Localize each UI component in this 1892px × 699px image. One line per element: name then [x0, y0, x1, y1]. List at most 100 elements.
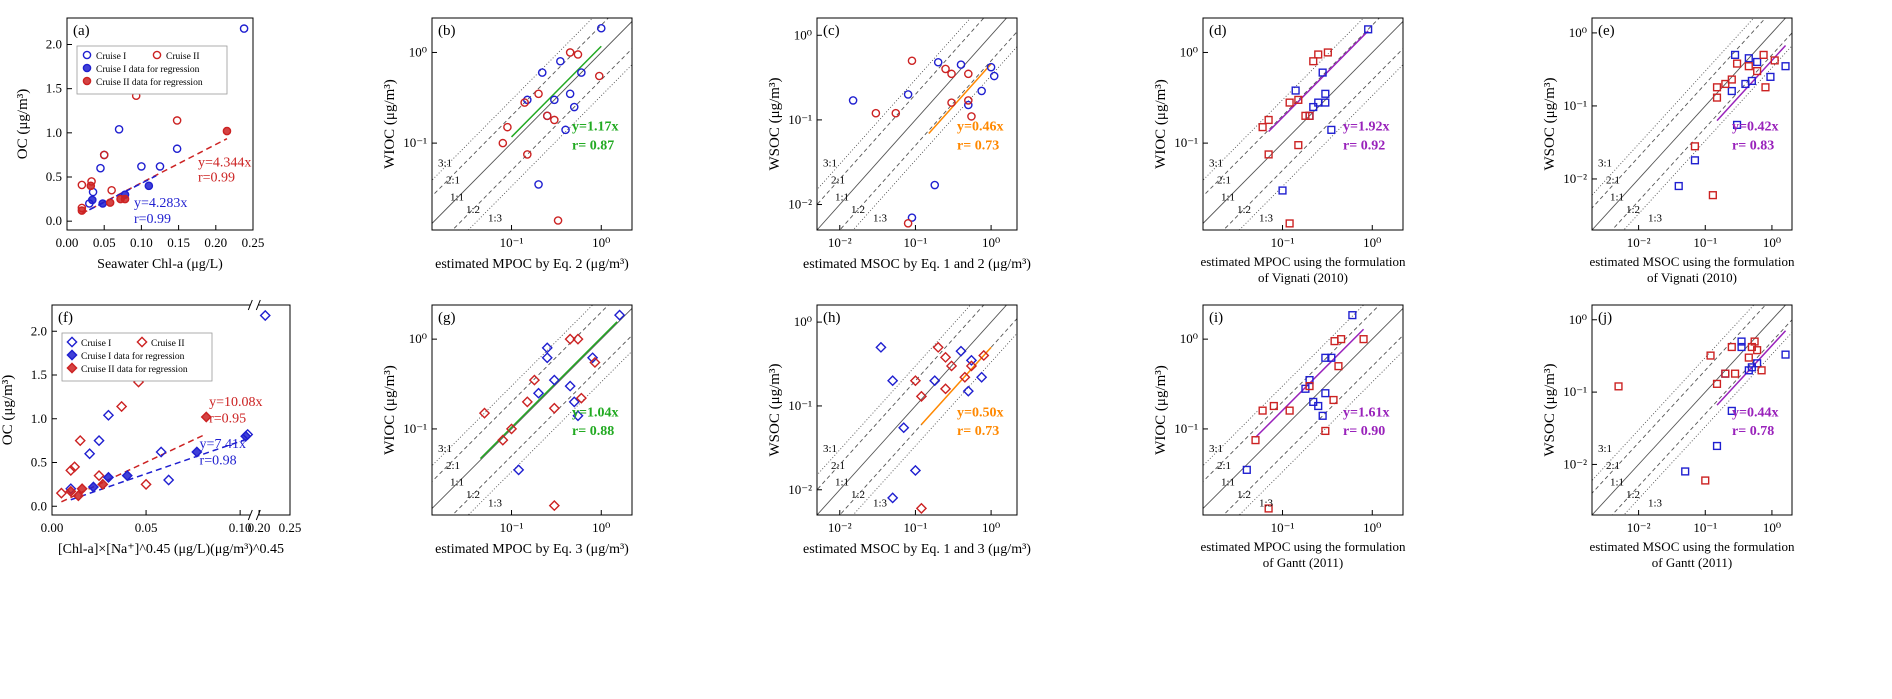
- data-point: [909, 464, 922, 477]
- data-point: [564, 380, 576, 392]
- x-axis-title: estimated MSOC using the formulation: [1589, 254, 1795, 269]
- data-point: [1305, 111, 1314, 120]
- x-tick-label: 10⁰: [1763, 520, 1781, 535]
- data-point: [967, 112, 976, 121]
- data-point: [1737, 342, 1746, 352]
- data-point: [1759, 50, 1768, 59]
- data-point: [907, 213, 917, 222]
- data-point: [155, 446, 167, 458]
- fit-annotation: y=0.42x: [1732, 119, 1778, 134]
- fit-annotation: y=0.46x: [957, 119, 1003, 134]
- panel-label: (e): [1598, 23, 1615, 39]
- data-point: [1614, 382, 1623, 391]
- legend-marker: [82, 63, 92, 73]
- data-point: [72, 490, 84, 502]
- y-tick-label: 0.0: [46, 213, 62, 228]
- x-axis-title: of Vignati (2010): [1647, 270, 1737, 285]
- x-tick-label: 0.25: [279, 520, 302, 535]
- reference-line-1: [1592, 305, 1767, 494]
- data-point: [572, 333, 584, 345]
- fit-annotation: r= 0.73: [957, 138, 999, 153]
- data-point: [1681, 467, 1690, 476]
- data-point: [200, 411, 212, 423]
- fit-annotation: y=10.08x: [209, 395, 262, 410]
- data-point: [121, 470, 133, 482]
- data-point: [1359, 335, 1368, 344]
- data-point: [65, 485, 77, 497]
- data-point: [1278, 186, 1287, 195]
- data-point: [1329, 395, 1338, 405]
- reference-line-label: 3:1: [1598, 157, 1612, 169]
- data-point: [65, 464, 77, 476]
- data-point: [77, 206, 87, 215]
- fit-annotation: y=1.92x: [1343, 119, 1389, 134]
- data-point: [120, 194, 130, 204]
- panel-a: 0.00 0.05 0.10 0.15 0.20 0.25 0.0 0.5 1.0 1.5 2.0 (…: [15, 17, 265, 272]
- y-axis-title: WIOC (μg/m³): [382, 365, 398, 455]
- legend-label: Cruise II: [151, 339, 185, 349]
- reference-line-label: 3:1: [823, 443, 837, 455]
- reference-line-2: [432, 307, 632, 510]
- data-point: [548, 500, 560, 512]
- data-point: [140, 478, 152, 490]
- legend-marker: [66, 349, 78, 361]
- y-tick-label: 10⁻¹: [1563, 384, 1587, 399]
- data-point: [191, 446, 203, 458]
- data-point: [1727, 75, 1736, 84]
- data-point: [240, 430, 252, 442]
- data-point: [1730, 369, 1740, 378]
- reference-line-label: 1:2: [1626, 489, 1640, 501]
- data-point: [568, 396, 580, 408]
- reference-line-label: 3:1: [438, 443, 452, 455]
- data-point: [1305, 375, 1314, 385]
- reference-line-label: 1:3: [873, 498, 888, 510]
- plot-area: [432, 18, 632, 230]
- data-point: [163, 474, 175, 486]
- plot-area: [432, 305, 632, 515]
- axis-break-mark: [255, 299, 261, 311]
- fit-annotation: y=0.44x: [1732, 405, 1778, 420]
- y-tick-label: 10⁻²: [788, 197, 812, 212]
- data-point: [1766, 72, 1775, 81]
- axis-break-mark: [247, 509, 253, 521]
- data-point: [903, 90, 913, 99]
- data-point: [939, 351, 952, 363]
- plot-frame: [1202, 304, 1404, 516]
- reference-line-2: [432, 20, 632, 225]
- fit-annotation: r= 0.92: [1343, 138, 1385, 153]
- data-point: [98, 199, 108, 208]
- data-point: [1318, 411, 1327, 420]
- panel-b: 3:1 2:1 1:11:2 1:3 10⁻¹ 10⁰ 10⁻¹ 10⁰ (b) estimate…: [382, 17, 633, 272]
- fit-line-purple: [1268, 30, 1369, 132]
- x-tick-label: 10⁻²: [1627, 235, 1651, 250]
- reference-line-label: 1:3: [1648, 498, 1663, 510]
- data-point: [1264, 504, 1273, 513]
- data-point: [947, 69, 956, 79]
- data-point: [1727, 406, 1736, 415]
- data-point: [1761, 83, 1770, 92]
- reference-line-label: 2:1: [446, 174, 460, 186]
- legend-label: Cruise I: [81, 339, 111, 349]
- x-tick-label: 0.20: [204, 235, 227, 250]
- data-point: [955, 345, 967, 357]
- data-point: [1744, 62, 1753, 71]
- reference-line-label: 1:3: [488, 498, 503, 510]
- panel-label: (g): [438, 310, 456, 326]
- reference-line-label: 3:1: [823, 157, 837, 169]
- reference-line-label: 1:1: [1221, 477, 1235, 489]
- data-point: [1264, 150, 1273, 159]
- reference-line-label: 1:1: [450, 191, 464, 203]
- data-point: [1309, 397, 1318, 406]
- data-point: [848, 96, 858, 105]
- fit-annotation: y=0.50x: [957, 405, 1003, 420]
- x-tick-label: 0.25: [242, 235, 265, 250]
- reference-line-2: [817, 18, 1008, 230]
- data-point: [565, 89, 575, 99]
- reference-line-label: 1:2: [466, 204, 480, 216]
- reference-line-4: [467, 64, 632, 230]
- plot-area: [1592, 305, 1792, 515]
- data-point: [1294, 95, 1303, 104]
- data-point: [1321, 353, 1330, 362]
- reference-line-3: [1611, 319, 1792, 515]
- data-point: [541, 342, 553, 354]
